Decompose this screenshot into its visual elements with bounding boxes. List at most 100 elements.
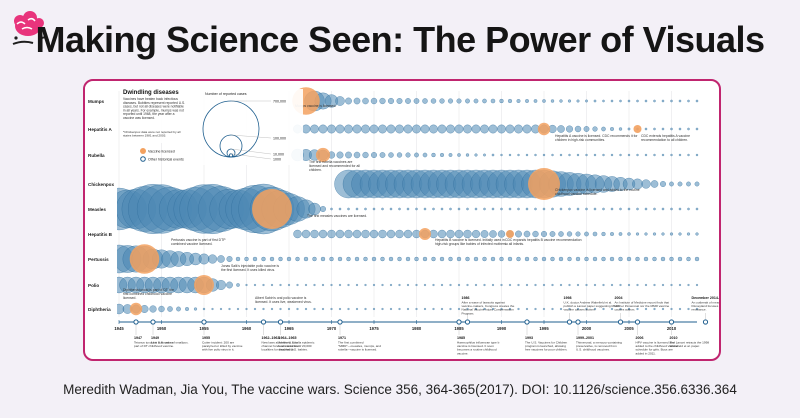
page-title: Making Science Seen: The Power of Visual… [35,19,765,60]
event-marker [464,319,471,325]
event-year: 1955 [202,336,210,340]
event-text: An Institute of Medicine report finds th… [615,301,670,312]
case-bubble [337,256,343,262]
case-bubble [678,207,682,211]
case-bubble [644,127,648,131]
case-bubble [321,307,325,311]
event-text: New laws allow the U.S. to channel funds … [262,341,300,352]
case-bubble [566,231,573,237]
case-bubble [618,256,623,262]
timeline-year-label: 1980 [412,326,422,331]
case-bubble [345,97,352,105]
case-bubble [236,283,240,287]
case-bubble [287,307,291,311]
disease-note: CDC expands hepatitis B vaccine recommen… [505,238,582,246]
case-bubble [386,124,396,134]
case-bubble [508,307,512,311]
event-marker [337,319,343,325]
case-bubble [592,231,598,237]
event-marker [260,319,267,325]
case-bubble [304,283,308,287]
case-bubble [653,283,656,287]
case-bubble [542,99,546,103]
case-bubble [381,307,384,311]
case-bubble [677,256,683,262]
case-bubble [661,127,665,131]
event-marker [277,319,284,325]
case-bubble [490,98,496,104]
case-bubble [389,283,393,287]
case-bubble [270,283,274,287]
case-bubble [525,153,529,157]
case-bubble [193,307,198,311]
case-bubble [353,97,361,105]
case-bubble [372,207,376,211]
case-bubble [558,256,564,262]
case-bubble [219,307,223,311]
case-bubble [602,283,605,287]
case-bubble [327,229,336,239]
case-bubble [635,232,640,236]
infographic-intro: Vaccines have beaten back infectious dise… [123,97,185,120]
case-bubble [304,307,308,311]
case-bubble [602,207,605,211]
case-bubble [566,125,573,133]
case-bubble [422,98,428,104]
case-bubble [618,127,623,131]
case-bubble [500,207,503,211]
case-bubble [207,254,218,264]
event-text: An outbreak of measles that begins atDis… [692,301,720,312]
case-bubble [167,306,173,312]
case-bubble [585,153,588,157]
case-bubble [389,307,393,311]
case-bubble [362,151,369,159]
case-bubble [449,207,452,211]
case-bubble [352,229,362,239]
case-bubble [454,229,464,239]
case-bubble [542,153,546,157]
case-bubble [466,207,469,211]
scale-legend-leader [230,134,272,139]
case-bubble [576,307,580,311]
case-bubble [687,127,690,131]
event-year: 1947 [134,336,142,340]
case-bubble [557,125,565,133]
case-bubble [440,153,444,157]
case-bubble [669,232,674,236]
case-bubble [449,283,452,287]
case-bubble [429,124,438,134]
case-bubble [388,256,394,262]
event-marker [524,319,530,325]
event-text: Cutter incident: 200 are paralyzed or kil… [202,341,243,352]
case-bubble [480,124,489,134]
infographic-frame: Mumps Hepatitis A Rubella Chickenpox Measles… [83,79,721,361]
case-bubble [627,99,631,103]
vaccine-licensed-marker [194,275,214,295]
case-bubble [525,307,529,311]
case-bubble [158,305,165,313]
case-bubble [627,127,631,131]
event-marker [617,319,624,325]
case-bubble [669,256,674,262]
case-bubble [499,256,504,262]
case-bubble [405,152,411,158]
case-bubble [619,307,622,311]
case-bubble [457,153,461,157]
case-bubble [354,256,360,262]
case-bubble [583,126,590,132]
disease-note: Hepatitis B vaccine is licensed. Initial… [435,238,507,246]
case-bubble [345,151,352,159]
case-bubble [593,283,597,287]
scale-legend-leader [230,153,272,160]
case-bubble [522,124,532,134]
case-bubble [371,256,377,262]
case-bubble [149,305,157,313]
case-bubble [618,232,623,236]
case-bubble [619,207,622,211]
case-bubble [353,151,361,159]
case-bubble [670,127,673,131]
case-bubble [362,97,369,105]
case-bubble [636,207,639,211]
case-bubble [568,207,571,211]
case-bubble [585,207,588,211]
